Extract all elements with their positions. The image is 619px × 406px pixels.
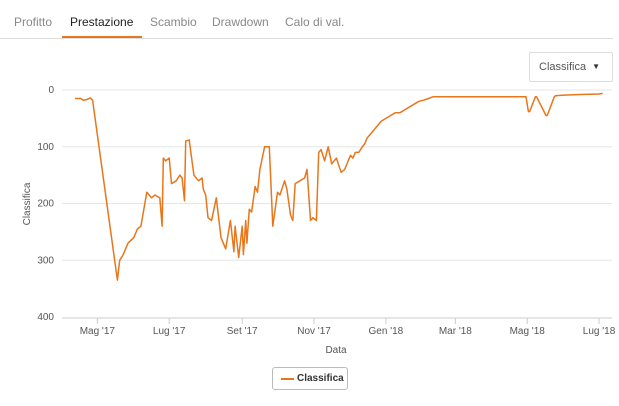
- tab-profitto[interactable]: Profitto: [14, 15, 53, 29]
- y-axis-label: Classifica: [22, 182, 33, 225]
- y-tick-label: 400: [37, 312, 54, 323]
- x-tick-label: Lug '17: [153, 326, 186, 337]
- x-tick-label: Nov '17: [297, 326, 331, 337]
- metric-select-value: Classifica: [539, 61, 587, 73]
- y-tick-label: 300: [37, 255, 54, 266]
- tab-calo-di-val[interactable]: Calo di val.: [285, 15, 345, 29]
- y-axis-ticks: 0 100 200 300 400: [37, 85, 54, 323]
- x-tick-label: Mag '18: [510, 326, 546, 337]
- caret-down-icon: ▼: [592, 62, 600, 71]
- chart-gridlines: [62, 89, 612, 261]
- x-tick-label: Gen '18: [369, 326, 404, 337]
- legend-swatch: [281, 378, 294, 380]
- y-tick-label: 200: [37, 199, 54, 210]
- x-tick-label: Mar '18: [439, 326, 472, 337]
- y-tick-label: 0: [48, 85, 54, 96]
- tab-bar: Profitto Prestazione Scambio Drawdown Ca…: [0, 0, 613, 39]
- tab-prestazione[interactable]: Prestazione: [70, 15, 134, 29]
- legend-item-classifica[interactable]: Classifica: [272, 367, 348, 390]
- legend-label: Classifica: [297, 373, 344, 384]
- tab-scambio[interactable]: Scambio: [150, 15, 197, 29]
- tab-drawdown[interactable]: Drawdown: [212, 15, 269, 29]
- x-axis-ticks: Mag '17 Lug '17 Set '17 Nov '17 Gen '18 Mar '…: [80, 318, 616, 337]
- x-tick-label: Mag '17: [80, 326, 116, 337]
- series-line-classifica: [75, 92, 603, 281]
- active-tab-indicator: [62, 36, 142, 38]
- x-tick-label: Lug '18: [583, 326, 616, 337]
- x-axis-label: Data: [325, 345, 347, 356]
- x-tick-label: Set '17: [227, 326, 258, 337]
- metric-select[interactable]: Classifica ▼: [529, 52, 613, 82]
- y-tick-label: 100: [37, 142, 54, 153]
